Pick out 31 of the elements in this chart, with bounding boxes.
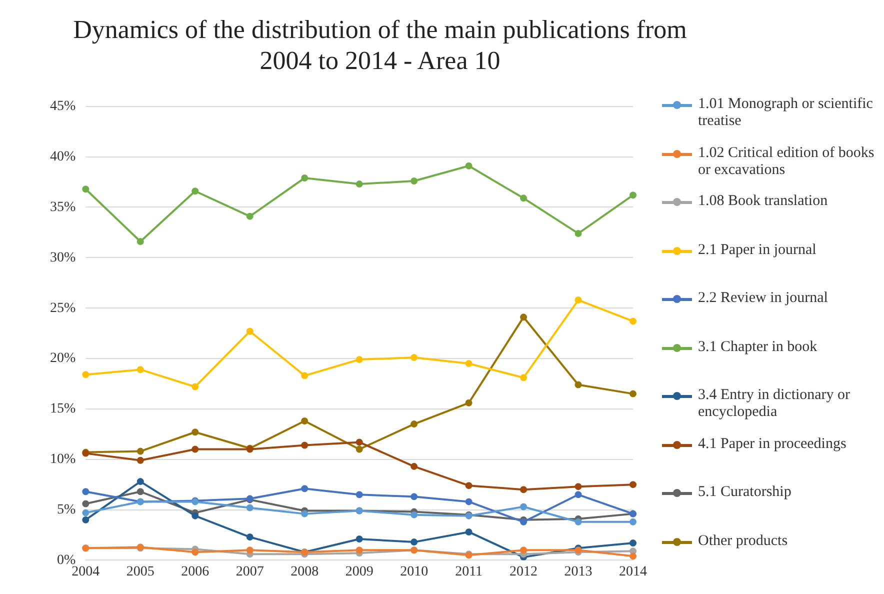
y-tick-label: 20%: [50, 351, 76, 366]
chart-title: Dynamics of the distribution of the main publications from 2004 to 2014 - Area 10: [72, 14, 688, 76]
x-tick-label: 2005: [126, 564, 154, 580]
x-tick-label: 2010: [400, 564, 428, 580]
legend-label: 1.01 Monograph or scientific treatise: [698, 96, 874, 130]
legend-label: 5.1 Curatorship: [698, 484, 792, 501]
y-tick-label: 35%: [50, 200, 76, 215]
x-tick-label: 2004: [72, 564, 100, 580]
legend-label: Other products: [698, 532, 788, 550]
legend-label: 1.08 Book translation: [698, 193, 828, 210]
x-tick-label: 2006: [181, 564, 210, 580]
x-tick-label: 2009: [345, 564, 374, 580]
y-tick-label: 30%: [50, 250, 76, 266]
legend-label: 2.2 Review in journal: [698, 290, 828, 307]
x-tick-label: 2013: [564, 564, 592, 580]
y-tick-label: 45%: [50, 99, 76, 114]
y-tick-label: 5%: [56, 502, 76, 518]
x-tick-label: 2014: [619, 564, 647, 580]
x-tick-label: 2008: [290, 564, 319, 580]
legend-label: 2.1 Paper in journal: [698, 242, 816, 258]
legend-label: 4.1 Paper in proceedings: [698, 436, 846, 452]
x-tick-label: 2011: [455, 564, 483, 580]
y-tick-label: 40%: [50, 149, 76, 164]
y-tick-label: 25%: [50, 300, 76, 316]
x-tick-label: 2007: [236, 564, 264, 580]
legend-label: 3.1 Chapter in book: [698, 338, 818, 356]
y-tick-label: 10%: [50, 452, 76, 468]
y-tick-label: 15%: [50, 402, 76, 417]
legend-label: 3.4 Entry in dictionary or encyclopedia: [698, 387, 852, 421]
legend-label: 1.02 Critical edition of books or excavations: [698, 144, 876, 178]
x-tick-label: 2012: [510, 564, 538, 580]
